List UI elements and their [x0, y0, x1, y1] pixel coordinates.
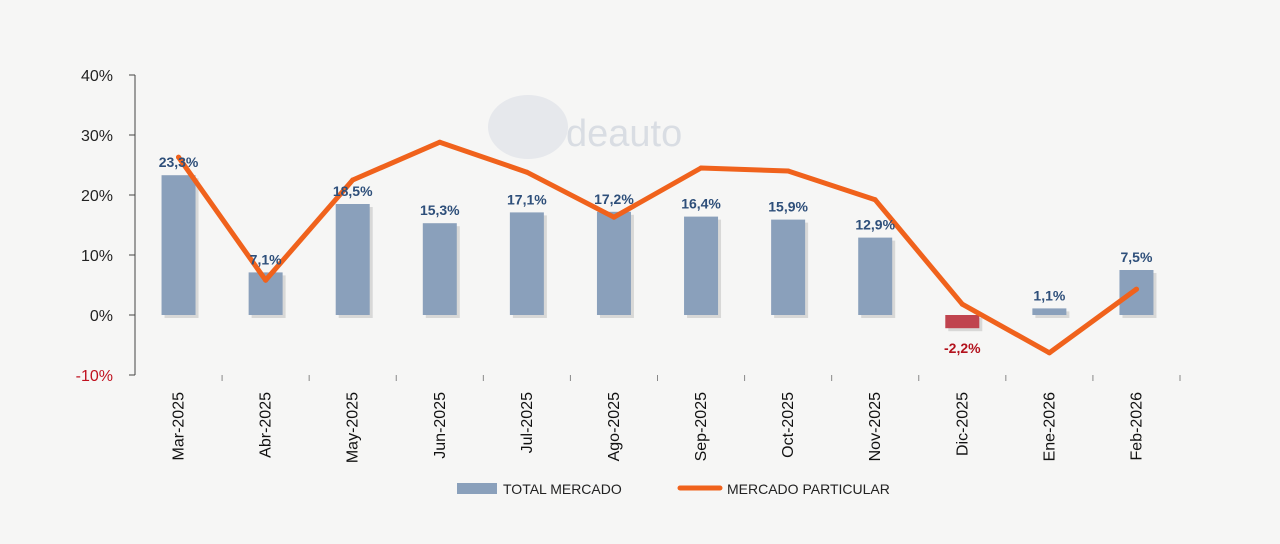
x-tick-label: Nov-2025: [867, 392, 884, 461]
y-tick-label: 40%: [81, 68, 113, 85]
bar-data-label: 1,1%: [1033, 287, 1065, 303]
bar: [335, 204, 370, 315]
bar: [684, 216, 719, 315]
x-tick-label: Ene-2026: [1041, 392, 1058, 461]
watermark-logo-shape: [488, 95, 568, 159]
legend-swatch-total: [457, 483, 497, 494]
legend-label-particular: MERCADO PARTICULAR: [727, 481, 890, 497]
line-point: [263, 277, 269, 283]
y-tick-label: 30%: [81, 128, 113, 145]
bar: [771, 219, 806, 315]
x-tick-label: Dic-2025: [954, 392, 971, 456]
x-tick-label: Abr-2025: [258, 392, 275, 458]
x-tick-label: Sep-2025: [693, 392, 710, 461]
y-tick-label: 10%: [81, 248, 113, 265]
bar-data-label: 15,3%: [420, 202, 460, 218]
bar-data-label: 17,1%: [507, 191, 547, 207]
x-tick-label: Feb-2026: [1128, 392, 1145, 461]
line-series: [176, 139, 1139, 356]
x-tick-label: May-2025: [345, 392, 362, 463]
line-point: [872, 197, 878, 203]
bar-data-label: 17,2%: [594, 191, 634, 207]
bar-data-label: 12,9%: [855, 217, 895, 233]
bar: [422, 223, 457, 315]
line-point: [959, 301, 965, 307]
x-tick-label: Jul-2025: [519, 392, 536, 453]
x-tick-label: Jun-2025: [432, 392, 449, 459]
line-point: [1133, 286, 1139, 292]
data-labels: 23,3% 7,1% 18,5% 15,3% 17,1% 17,2% 16,4% 15,9% 1…: [159, 154, 1153, 356]
bar: [1119, 270, 1154, 315]
y-tick-label: 0%: [90, 308, 113, 325]
line-point: [1046, 350, 1052, 356]
bar-data-label: 7,1%: [250, 251, 282, 267]
line-point: [524, 169, 530, 175]
line-point: [350, 177, 356, 183]
line-point: [698, 165, 704, 171]
line-point: [611, 214, 617, 220]
line-point: [176, 154, 182, 160]
watermark-text: deauto: [566, 113, 682, 155]
bar-data-label: 18,5%: [333, 183, 373, 199]
bar-data-label: 15,9%: [768, 199, 808, 215]
bar: [858, 237, 893, 315]
y-tick-label: -10%: [76, 368, 113, 385]
line-point: [437, 139, 443, 145]
bar-data-label: 7,5%: [1120, 249, 1152, 265]
x-tick-label: Ago-2025: [606, 392, 623, 461]
series-line: [176, 139, 1139, 356]
bar: [161, 175, 196, 315]
bar: [945, 315, 980, 329]
bars: [161, 175, 1157, 332]
y-tick-label: 20%: [81, 188, 113, 205]
bar-data-label: 23,3%: [159, 154, 199, 170]
bar: [596, 211, 631, 315]
legend: TOTAL MERCADO MERCADO PARTICULAR: [457, 481, 890, 497]
bar-data-label: -2,2%: [944, 340, 981, 356]
bar-data-label: 16,4%: [681, 196, 721, 212]
bar: [509, 212, 544, 315]
bar: [1032, 308, 1067, 315]
watermark-logo: deauto: [488, 95, 682, 159]
legend-label-total: TOTAL MERCADO: [503, 481, 622, 497]
line-point: [785, 168, 791, 174]
axes: -10% 0% 10% 20% 30% 40% Mar-2025 Abr-2025 May-20…: [76, 68, 1181, 463]
x-tick-label: Oct-2025: [780, 392, 797, 458]
x-tick-label: Mar-2025: [171, 392, 188, 461]
